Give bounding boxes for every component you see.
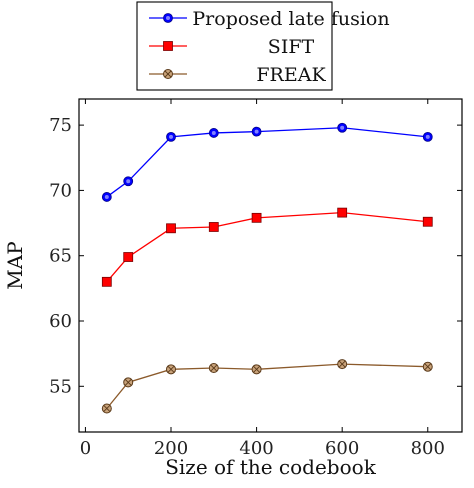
x-tick-label: 600 [325,438,359,459]
x-tick-label: 400 [239,438,273,459]
data-point-freak [101,403,112,414]
y-tick-label: 55 [49,376,72,397]
data-point-sift [166,223,176,234]
series-line-sift [106,211,428,283]
series-proposed-late-fusion [101,122,433,202]
series-line-freak [106,363,428,409]
data-point-proposed-late-fusion [101,192,112,202]
x-tick-label: 0 [80,438,91,459]
y-tick-label: 70 [49,180,72,201]
legend-marker-proposed-late-fusion [163,13,173,23]
data-point-sift [101,276,112,287]
data-point-freak [337,359,348,370]
series-freak [101,359,433,414]
y-tick-label: 75 [49,115,72,136]
series-layer [101,122,433,414]
data-point-proposed-late-fusion [123,176,134,187]
legend-label-proposed-late-fusion: Proposed late fusion [192,8,389,30]
data-point-proposed-late-fusion [337,122,348,133]
data-point-sift [123,252,134,262]
series-line-proposed-late-fusion [106,127,428,198]
data-point-proposed-late-fusion [208,128,219,138]
y-tick-label: 65 [49,246,72,267]
data-point-sift [251,212,262,223]
legend-marker-sift [163,41,173,51]
legend-item-proposed-late-fusion: Proposed late fusion [149,8,390,30]
data-point-freak [208,363,219,374]
plot-frame [78,98,463,433]
x-tick-label: 800 [411,438,445,459]
legend-label-sift: SIFT [268,36,315,58]
series-sift [101,207,433,287]
legend: Proposed late fusion SIFT FREAK [136,1,390,91]
data-point-freak [251,364,262,375]
data-point-sift [422,216,433,227]
data-point-sift [208,222,219,232]
y-axis-label: MAP [3,241,27,289]
x-axis-label: Size of the codebook [165,455,377,479]
legend-marker-freak [163,69,173,79]
legend-label-freak: FREAK [256,64,326,86]
data-point-proposed-late-fusion [422,131,433,142]
data-point-proposed-late-fusion [166,131,176,142]
legend-item-sift: SIFT [149,36,315,58]
data-point-freak [422,361,433,372]
y-tick-label: 60 [49,311,72,332]
axis-ticks: 0 200 400 600 800 55 60 65 70 75 [49,99,462,459]
legend-item-freak: FREAK [149,64,326,86]
data-point-freak [166,364,177,375]
data-point-freak [123,377,134,388]
data-point-proposed-late-fusion [251,126,262,137]
data-point-sift [337,207,348,218]
x-tick-label: 200 [154,438,188,459]
